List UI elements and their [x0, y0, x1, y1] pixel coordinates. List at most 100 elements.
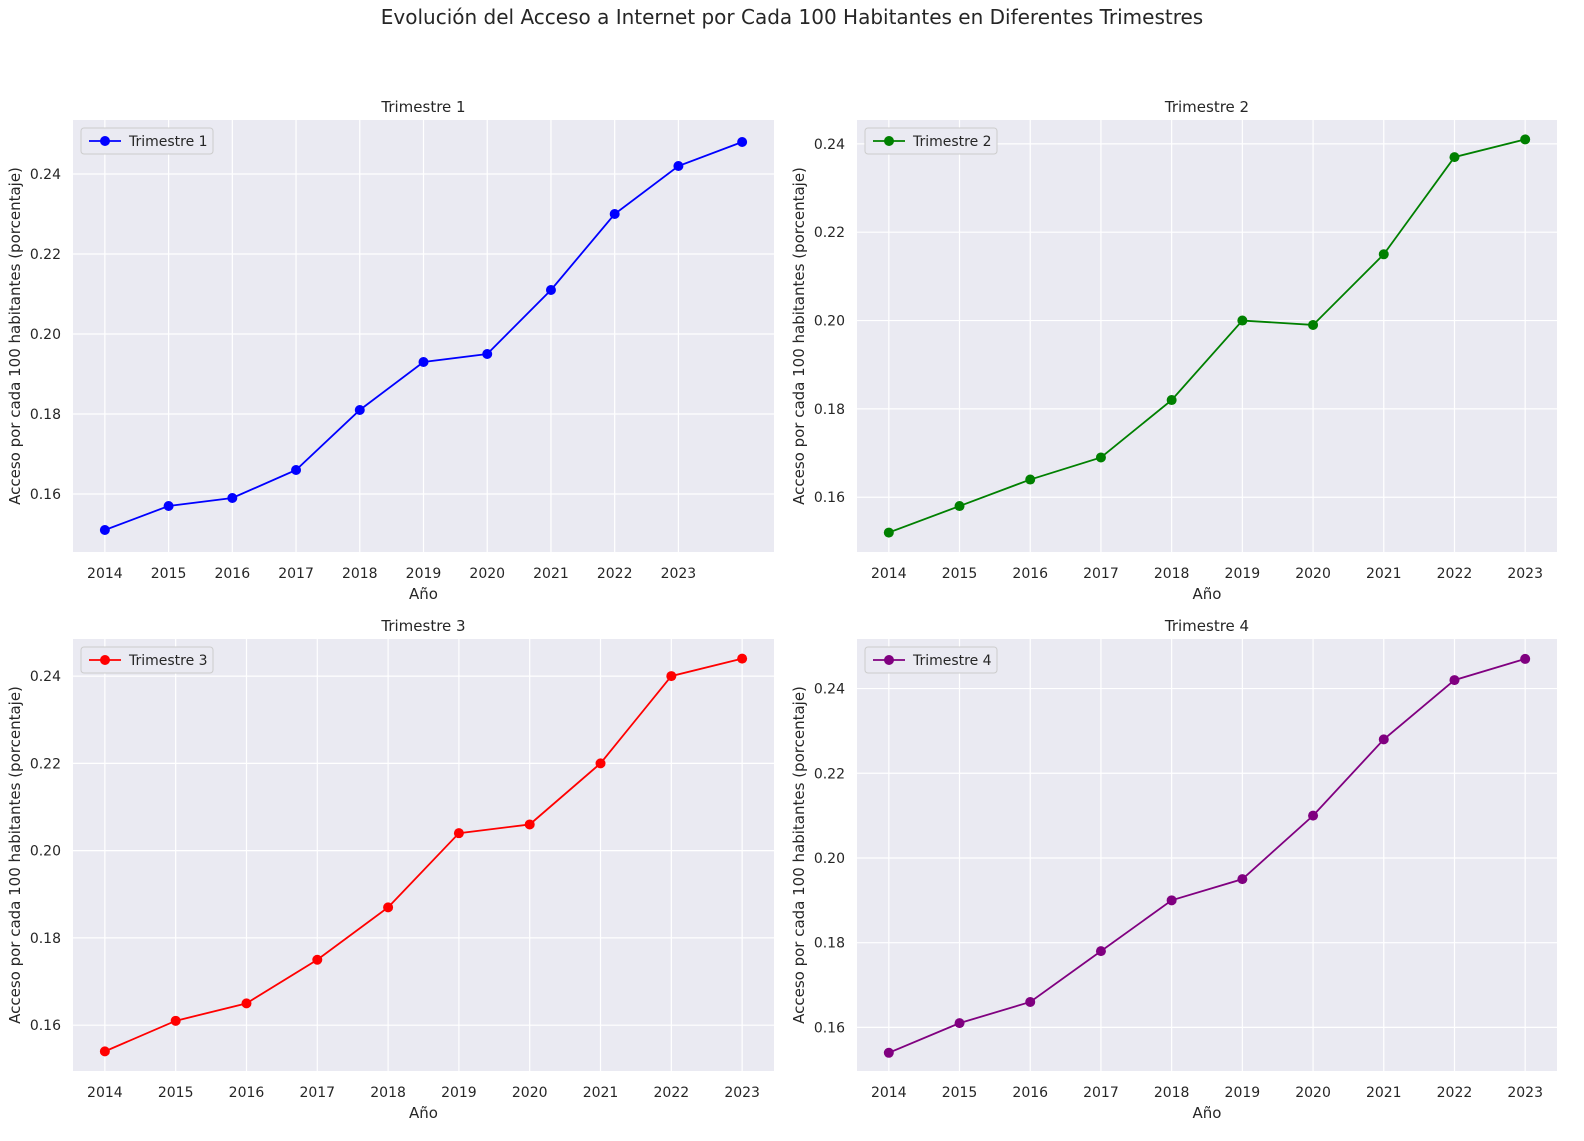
- data-point: [666, 671, 677, 682]
- data-point: [1378, 734, 1389, 745]
- x-tick-label: 2015: [158, 1085, 194, 1101]
- x-tick-label: 2021: [1366, 1085, 1402, 1101]
- gridlines: [857, 120, 1557, 552]
- data-point: [227, 493, 238, 503]
- x-tick-label: 2016: [229, 1085, 265, 1101]
- data-point: [1237, 315, 1248, 326]
- x-axis-label: Año: [1193, 585, 1222, 603]
- gridlines: [857, 639, 1557, 1071]
- x-tick-label: 2022: [597, 566, 633, 582]
- gridlines: [73, 120, 774, 552]
- x-tick-label: 2017: [299, 1085, 335, 1101]
- data-point: [99, 525, 110, 535]
- y-tick-label: 0.18: [814, 402, 845, 418]
- data-point: [354, 405, 365, 415]
- data-point: [291, 465, 302, 475]
- y-tick-label: 0.20: [814, 851, 845, 867]
- y-tick-label: 0.24: [814, 137, 845, 153]
- x-axis-label: Año: [409, 1104, 438, 1122]
- y-tick-label: 0.18: [30, 931, 61, 947]
- x-tick-label: 2019: [1225, 1085, 1261, 1101]
- y-tick-label: 0.24: [30, 167, 61, 183]
- data-point: [737, 653, 748, 664]
- y-axis-label: Acceso por cada 100 habitantes (porcenta…: [790, 167, 808, 505]
- legend-box: [80, 646, 214, 674]
- data-point: [954, 501, 965, 512]
- legend: Trimestre 4: [864, 646, 998, 674]
- y-axis-label: Acceso por cada 100 habitantes (porcenta…: [6, 167, 24, 505]
- legend-marker: [884, 655, 894, 665]
- x-tick-label: 2015: [151, 566, 187, 582]
- x-tick-label: 2015: [942, 566, 978, 582]
- data-point: [1378, 249, 1389, 260]
- x-tick-label: 2020: [1295, 1085, 1331, 1101]
- data-point: [418, 357, 429, 367]
- legend-marker: [100, 655, 110, 665]
- data-point: [1449, 675, 1460, 686]
- x-tick-label: 2023: [661, 566, 697, 582]
- y-tick-label: 0.20: [30, 844, 61, 860]
- x-tick-label: 2020: [1295, 566, 1331, 582]
- y-tick-label: 0.18: [30, 407, 61, 423]
- legend-label: Trimestre 4: [912, 653, 992, 669]
- data-point: [1025, 996, 1036, 1007]
- subplot-title: Trimestre 1: [380, 98, 465, 116]
- series-line: [888, 138, 1526, 534]
- data-point: [1166, 395, 1177, 406]
- data-point: [545, 285, 556, 295]
- x-tick-label: 2019: [441, 1085, 477, 1101]
- subplot-2: 2014 2015 2016 2017 2018 2019 2020 2021 2022 2023…: [790, 98, 1557, 603]
- x-tick-label: 2018: [1154, 566, 1190, 582]
- data-point: [241, 998, 252, 1009]
- x-tick-label: 2014: [871, 1085, 907, 1101]
- x-tick-label: 2023: [724, 1085, 760, 1101]
- y-tick-label: 0.16: [30, 1018, 61, 1034]
- y-axis-label: Acceso por cada 100 habitantes (porcenta…: [6, 686, 24, 1024]
- x-tick-label: 2021: [583, 1085, 619, 1101]
- data-point: [453, 828, 464, 839]
- y-tick-label: 0.24: [814, 682, 845, 698]
- legend: Trimestre 3: [80, 646, 214, 674]
- y-tick-label: 0.20: [814, 314, 845, 330]
- x-tick-label: 2014: [87, 1085, 123, 1101]
- x-tick-label: 2017: [1083, 566, 1119, 582]
- x-tick-label: 2022: [1437, 566, 1473, 582]
- x-tick-label: 2023: [1507, 566, 1543, 582]
- x-tick-label: 2022: [654, 1085, 690, 1101]
- x-tick-label: 2018: [370, 1085, 406, 1101]
- y-tick-label: 0.20: [30, 327, 61, 343]
- x-tick-label: 2020: [469, 566, 505, 582]
- y-tick-label: 0.22: [30, 247, 61, 263]
- x-tick-label: 2017: [1083, 1085, 1119, 1101]
- data-point: [383, 902, 394, 913]
- data-point: [312, 954, 323, 965]
- x-tick-label: 2018: [342, 566, 378, 582]
- y-tick-label: 0.16: [814, 1020, 845, 1036]
- x-tick-label: 2021: [533, 566, 569, 582]
- series-line: [104, 657, 743, 1053]
- data-point: [595, 758, 606, 769]
- data-point: [99, 1046, 110, 1057]
- data-point: [1308, 810, 1319, 821]
- subplot-title: Trimestre 2: [1164, 98, 1249, 116]
- legend-marker: [884, 136, 894, 146]
- legend: Trimestre 1: [80, 127, 214, 155]
- y-axis-label: Acceso por cada 100 habitantes (porcenta…: [790, 686, 808, 1024]
- x-tick-label: 2019: [406, 566, 442, 582]
- y-tick-label: 0.16: [814, 490, 845, 506]
- plot-area: [857, 639, 1557, 1071]
- subplot-title: Trimestre 3: [380, 617, 465, 635]
- y-tick-label: 0.22: [814, 766, 845, 782]
- data-point: [1449, 152, 1460, 163]
- x-tick-label: 2016: [1012, 1085, 1048, 1101]
- x-axis-label: Año: [409, 585, 438, 603]
- data-point: [482, 349, 493, 359]
- legend-box: [864, 127, 998, 155]
- series-line: [888, 658, 1526, 1054]
- data-point: [1095, 946, 1106, 957]
- subplot-4: 2014 2015 2016 2017 2018 2019 2020 2021 2022 2023…: [790, 617, 1557, 1122]
- data-point: [1237, 874, 1248, 885]
- x-tick-label: 2021: [1366, 566, 1402, 582]
- y-tick-label: 0.22: [30, 756, 61, 772]
